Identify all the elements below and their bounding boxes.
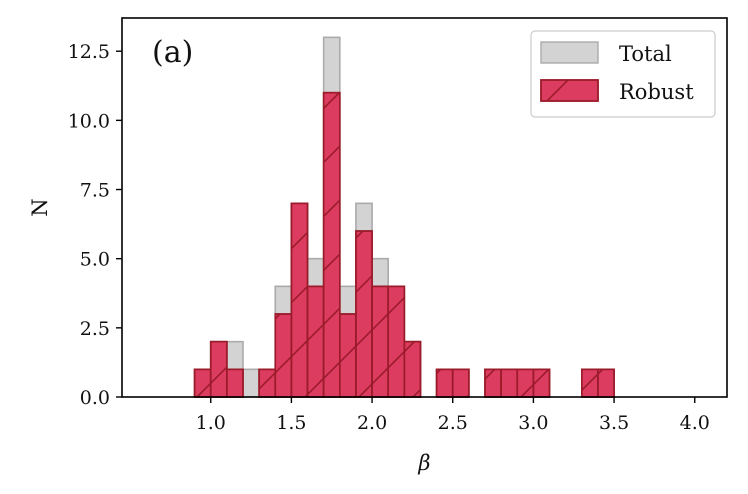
robust-bar-hatch [484,368,502,398]
total-bar [242,368,260,398]
robust-bar-hatch [209,340,228,398]
robust-bar-hatch [274,313,293,398]
robust-bar-hatch [500,368,519,398]
robust-bar-hatch [451,368,470,398]
x-axis-ticks: 1.0 1.5 2.0 2.5 3.0 3.5 4.0 [196,397,710,434]
robust-bar-hatch [226,368,244,398]
legend-label-total: Total [619,42,672,66]
robust-bar-hatch [597,368,615,398]
y-tick-label: 0.0 [80,387,110,409]
robust-bar-hatch [403,340,422,398]
x-tick-label: 1.5 [276,412,306,434]
robust-bar-hatch [371,285,390,398]
robust-bar-hatch [516,368,535,398]
legend-swatch-robust-hatch [540,79,599,102]
robust-bar-hatch [580,368,599,398]
legend: Total Robust [530,30,716,118]
robust-bar-hatch [435,368,454,398]
y-tick-label: 2.5 [80,318,110,340]
y-axis-label: N [28,198,52,216]
robust-bar-hatch [258,368,277,398]
y-tick-label: 7.5 [80,180,110,202]
robust-bar-hatch [193,368,212,398]
y-tick-label: 10.0 [68,110,110,132]
x-tick-label: 2.5 [438,412,468,434]
robust-bars [193,91,615,398]
y-tick-label: 12.5 [68,41,110,63]
robust-bar-hatch [355,230,373,398]
panel-label: (a) [152,35,193,70]
x-tick-label: 3.5 [599,412,629,434]
x-axis-label: β [417,451,430,475]
robust-bar-hatch [322,91,341,398]
y-tick-label: 5.0 [80,249,110,271]
x-tick-label: 3.0 [518,412,548,434]
robust-bar-hatch [290,202,309,398]
y-axis-ticks: 0.0 2.5 5.0 7.5 10.0 12.5 [68,41,122,409]
x-tick-label: 2.0 [357,412,387,434]
legend-label-robust: Robust [619,80,694,104]
robust-bar-hatch [338,313,357,398]
legend-swatch-total [540,41,599,64]
x-tick-label: 1.0 [196,412,226,434]
robust-bar-hatch [387,285,406,398]
x-tick-label: 4.0 [680,412,710,434]
robust-bar-hatch [532,368,551,398]
plot-area-frame [121,17,728,398]
robust-bar-hatch [306,285,325,398]
